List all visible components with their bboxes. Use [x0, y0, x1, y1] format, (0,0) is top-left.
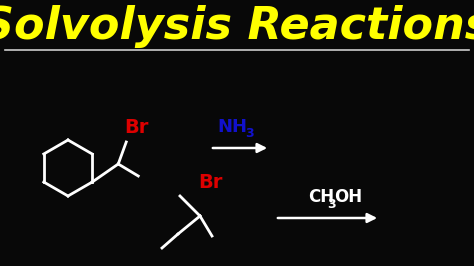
Text: 3: 3 — [328, 198, 336, 211]
Text: CH: CH — [309, 188, 335, 206]
Text: NH: NH — [217, 118, 247, 136]
Text: Solvolysis Reactions: Solvolysis Reactions — [0, 5, 474, 48]
Text: OH: OH — [335, 188, 363, 206]
Text: 3: 3 — [246, 127, 255, 140]
Text: Br: Br — [198, 173, 222, 192]
Text: Br: Br — [124, 118, 149, 137]
